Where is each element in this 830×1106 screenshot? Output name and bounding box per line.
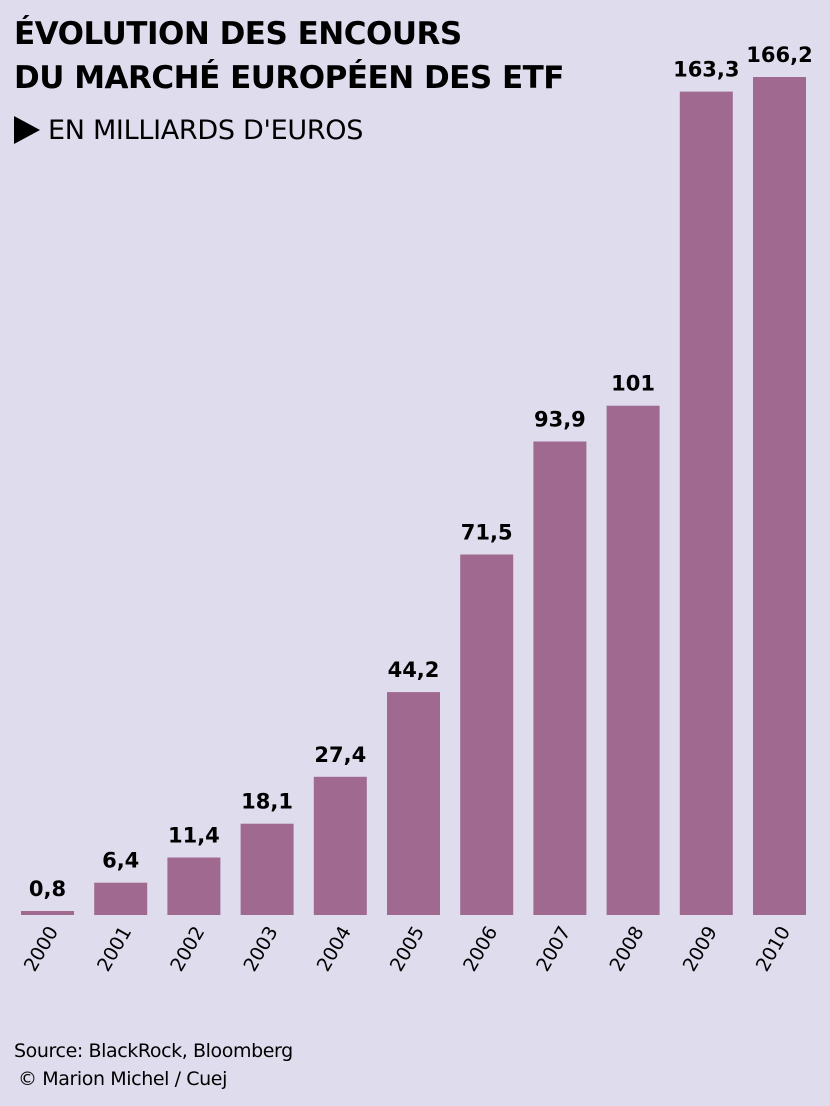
chart-title-line-1: ÉVOLUTION DES ENCOURS xyxy=(14,16,462,52)
value-label-2001: 6,4 xyxy=(102,849,139,873)
x-tick-label-2009: 2009 xyxy=(679,923,722,976)
value-label-2006: 71,5 xyxy=(461,521,513,545)
bar-2004 xyxy=(313,776,367,915)
value-label-2010: 166,2 xyxy=(746,43,812,67)
bar-2001 xyxy=(94,882,148,915)
bar-2002 xyxy=(167,857,221,915)
value-label-2004: 27,4 xyxy=(314,743,366,767)
value-label-2007: 93,9 xyxy=(534,408,586,432)
chart-title: ÉVOLUTION DES ENCOURS DU MARCHÉ EUROPÉEN… xyxy=(14,12,564,100)
bar-2010 xyxy=(753,77,806,915)
bar-2003 xyxy=(240,823,294,915)
bar-2000 xyxy=(21,911,74,915)
bar-2008 xyxy=(606,405,660,915)
chart-subtitle: EN MILLIARDS D'EUROS xyxy=(14,112,363,148)
bar-chart: 0,8 6,4 11,4 18,1 27,4 44,2 71,5 93,9 101 163,3 16… xyxy=(20,43,813,976)
source-text: Source: BlackRock, Bloomberg xyxy=(14,1040,293,1062)
bars-group xyxy=(21,77,806,916)
bar-2006 xyxy=(460,554,514,915)
chart-subtitle-text: EN MILLIARDS D'EUROS xyxy=(48,114,364,146)
value-label-2002: 11,4 xyxy=(168,824,220,848)
value-label-2003: 18,1 xyxy=(241,790,293,814)
x-tick-label-2002: 2002 xyxy=(166,923,209,976)
footer: Source: BlackRock, Bloomberg © Marion Mi… xyxy=(14,1037,293,1093)
x-tick-label-2006: 2006 xyxy=(459,923,502,976)
value-label-2000: 0,8 xyxy=(29,877,66,901)
value-label-2005: 44,2 xyxy=(388,658,440,682)
play-arrow-icon xyxy=(14,116,40,144)
value-labels-group: 0,8 6,4 11,4 18,1 27,4 44,2 71,5 93,9 101 163,3 16… xyxy=(29,43,813,901)
x-tick-label-2004: 2004 xyxy=(313,923,356,976)
bar-2005 xyxy=(387,692,440,915)
bar-2009 xyxy=(679,91,733,916)
credit-text: © Marion Michel / Cuej xyxy=(18,1068,227,1090)
x-tick-label-2007: 2007 xyxy=(532,923,575,976)
x-tick-label-2005: 2005 xyxy=(386,923,429,976)
bar-2007 xyxy=(533,441,587,915)
x-tick-label-2003: 2003 xyxy=(239,923,282,976)
x-axis-labels: 2000 2001 2002 2003 2004 2005 2006 2007 2008 2009… xyxy=(20,923,795,976)
x-tick-label-2000: 2000 xyxy=(20,923,63,976)
x-tick-label-2001: 2001 xyxy=(93,923,136,976)
chart-title-line-2: DU MARCHÉ EUROPÉEN DES ETF xyxy=(14,60,564,96)
value-label-2008: 101 xyxy=(611,372,655,396)
value-label-2009: 163,3 xyxy=(673,58,739,82)
x-tick-label-2008: 2008 xyxy=(605,923,648,976)
x-tick-label-2010: 2010 xyxy=(752,923,795,976)
